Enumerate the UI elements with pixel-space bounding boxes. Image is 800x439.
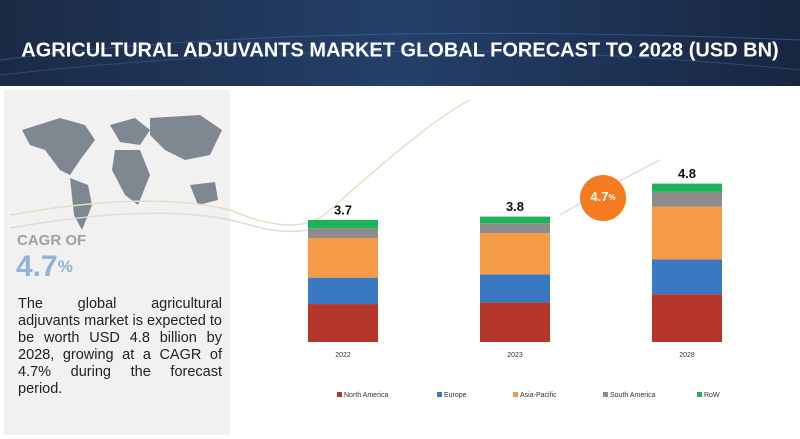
total-label: 3.8 xyxy=(506,199,524,214)
bar-segment xyxy=(308,219,378,229)
cagr-unit: % xyxy=(58,257,73,276)
bar-segment xyxy=(652,191,722,207)
description: The global agricultural adjuvants market… xyxy=(18,296,222,397)
bar-segment xyxy=(652,183,722,192)
chart-title: AGRICULTURAL ADJUVANTS MARKET GLOBAL FOR… xyxy=(21,39,778,61)
bar-segment xyxy=(652,206,722,260)
x-tick-label: 2022 xyxy=(335,352,351,359)
x-tick-label: 2023 xyxy=(507,352,523,359)
bar-segment xyxy=(480,216,550,224)
cagr-heading: CAGR OF xyxy=(17,232,86,249)
legend-label: RoW xyxy=(704,392,720,399)
cagr-value: 4.7% xyxy=(16,250,73,283)
bubble-number: 4.7 xyxy=(590,189,608,204)
legend-swatch xyxy=(437,392,442,397)
cagr-number: 4.7 xyxy=(16,250,58,283)
bar-segment xyxy=(308,304,378,342)
bar-segment xyxy=(308,277,378,305)
x-tick-label: 2028 xyxy=(679,352,695,359)
legend-label: North America xyxy=(344,392,388,399)
legend-swatch xyxy=(603,392,608,397)
bar-segment xyxy=(652,294,722,342)
bar-segment xyxy=(480,274,550,303)
cagr-bubble xyxy=(580,175,626,221)
bar-segment xyxy=(308,238,378,278)
legend-swatch xyxy=(513,392,518,397)
total-label: 3.7 xyxy=(334,202,352,217)
legend-label: Europe xyxy=(444,392,467,399)
legend-label: Asia-Pacific xyxy=(520,392,557,399)
header-band xyxy=(0,0,800,86)
bar-segment xyxy=(480,233,550,275)
legend-swatch xyxy=(697,392,702,397)
legend-swatch xyxy=(337,392,342,397)
world-map xyxy=(22,115,222,230)
decor-curve xyxy=(9,212,341,233)
bar-segment xyxy=(308,228,378,239)
total-label: 4.8 xyxy=(678,166,696,181)
bar-segment xyxy=(652,259,722,295)
header-decor xyxy=(0,50,800,76)
decor-curve xyxy=(9,99,471,226)
bar-segment xyxy=(480,223,550,234)
bar-segment xyxy=(480,302,550,342)
cagr-bubble-label: 4.7% xyxy=(590,189,615,204)
header-decor xyxy=(0,32,800,61)
legend-label: South America xyxy=(610,392,656,399)
bubble-unit: % xyxy=(608,193,615,202)
